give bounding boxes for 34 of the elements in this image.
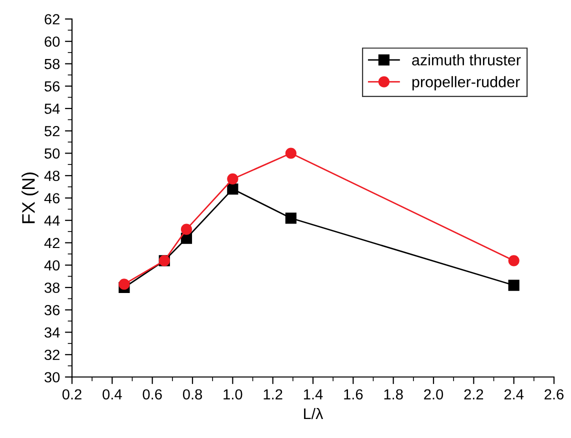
- y-tick-label: 52: [44, 126, 60, 136]
- y-tick-label: 42: [44, 238, 60, 248]
- y-tick-label: 36: [44, 304, 60, 316]
- y-tick-label: 46: [44, 193, 60, 204]
- y-tick-label: 48: [44, 170, 60, 182]
- y-tick-label: 62: [44, 14, 60, 24]
- y-tick-label: 34: [44, 327, 60, 338]
- y-tick-label: 30: [44, 372, 60, 382]
- x-tick-label: 0.6: [142, 389, 162, 400]
- x-tick-label: 1.8: [384, 389, 403, 400]
- x-tick-label: 2.2: [464, 389, 484, 400]
- y-tick-label: 56: [44, 81, 60, 92]
- y-tick-label: 58: [44, 58, 60, 70]
- x-tick-label: 2.4: [504, 389, 524, 400]
- legend-label: azimuth thruster: [412, 54, 521, 66]
- y-tick-label: 50: [44, 148, 60, 159]
- y-tick-label: 40: [44, 260, 60, 271]
- x-tick-label: 1.4: [304, 389, 323, 400]
- y-tick-label: 32: [44, 350, 60, 360]
- x-tick-label: 0.4: [102, 389, 122, 400]
- x-tick-label: 1.6: [344, 389, 363, 400]
- x-tick-label: 1.0: [224, 389, 242, 400]
- y-tick-label: 38: [44, 282, 60, 293]
- x-axis-title: L/λ: [304, 408, 324, 420]
- legend-label: propeller-rudder: [412, 76, 520, 90]
- y-tick-label: 54: [44, 104, 60, 114]
- x-tick-label: 1.2: [264, 389, 282, 400]
- y-axis-title: FX (N): [22, 172, 38, 224]
- y-tick-label: 44: [44, 216, 60, 226]
- x-tick-label: 0.2: [62, 389, 82, 400]
- x-tick-label: 2.0: [424, 389, 444, 400]
- x-tick-label: 2.6: [544, 389, 564, 400]
- y-tick-label: 60: [44, 36, 60, 47]
- x-tick-label: 0.8: [182, 389, 202, 400]
